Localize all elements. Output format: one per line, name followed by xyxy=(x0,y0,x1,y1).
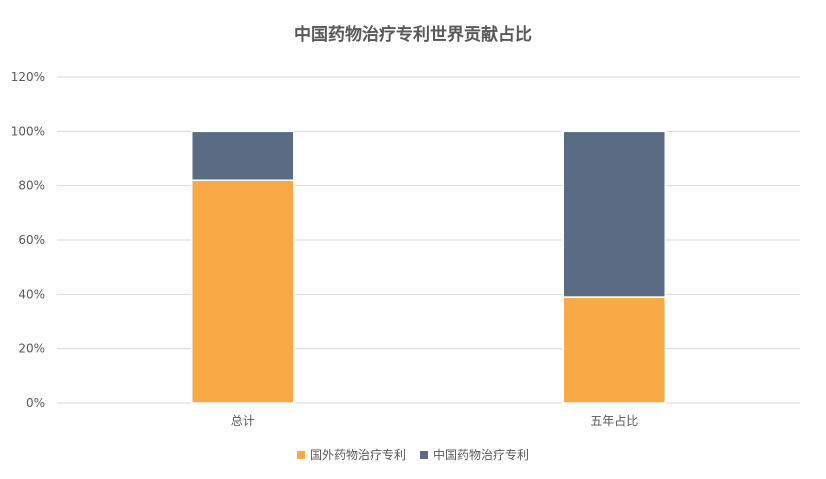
y-tick-label: 40% xyxy=(18,287,45,301)
legend-item-china: 中国药物治疗专利 xyxy=(420,446,529,463)
legend-label-china: 中国药物治疗专利 xyxy=(433,448,530,462)
x-tick-label: 总计 xyxy=(231,414,255,428)
y-tick-label: 20% xyxy=(18,342,45,356)
legend-item-foreign: 国外药物治疗专利 xyxy=(296,446,406,463)
y-tick-label: 80% xyxy=(18,179,45,193)
bar-segment xyxy=(562,296,666,404)
y-tick-label: 120% xyxy=(11,70,45,84)
legend: 国外药物治疗专利 中国药物治疗专利 xyxy=(0,446,826,463)
bar-segment xyxy=(562,130,666,298)
x-tick-label: 五年占比 xyxy=(590,413,638,428)
y-tick-label: 60% xyxy=(18,233,45,247)
y-tick-label: 0% xyxy=(26,396,45,410)
legend-label-foreign: 国外药物治疗专利 xyxy=(309,448,406,462)
bar-segment xyxy=(191,179,295,404)
legend-swatch-china xyxy=(420,450,428,459)
y-tick-label: 100% xyxy=(11,124,45,138)
chart-title: 中国药物治疗专利世界贡献占比 xyxy=(294,25,532,45)
legend-swatch-foreign xyxy=(296,450,305,459)
bar-segment xyxy=(191,130,295,181)
